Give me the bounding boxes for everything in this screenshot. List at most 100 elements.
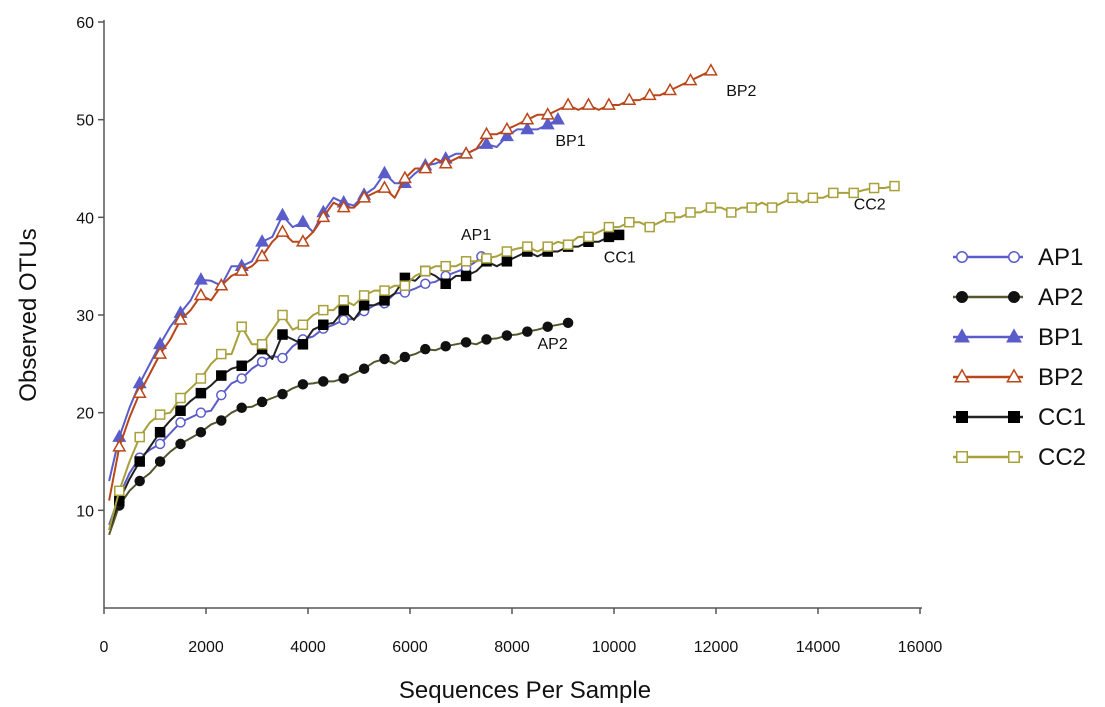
legend-item-ap1: AP1 xyxy=(953,244,1083,271)
data-point xyxy=(195,407,207,418)
data-point xyxy=(193,287,208,301)
annotations-layer: BP2 BP1 CC2 AP1 CC1 AP2 xyxy=(461,83,886,353)
data-point xyxy=(338,314,349,326)
data-point xyxy=(255,234,270,247)
data-point xyxy=(583,231,594,243)
data-point xyxy=(520,112,535,125)
data-point xyxy=(195,387,207,399)
data-point xyxy=(440,260,451,272)
data-point xyxy=(644,221,655,233)
y-tick-label: 20 xyxy=(76,406,94,423)
legend-marker xyxy=(1008,251,1020,263)
data-point xyxy=(889,180,900,192)
data-point xyxy=(848,187,859,199)
data-point xyxy=(542,241,553,252)
data-point xyxy=(134,456,145,467)
data-point xyxy=(256,339,268,350)
legend-label: BP2 xyxy=(1038,364,1083,391)
curves-layer xyxy=(108,63,900,536)
x-tick-label: 6000 xyxy=(392,639,428,656)
data-point xyxy=(460,256,472,267)
legend-label: AP2 xyxy=(1038,284,1083,311)
data-point xyxy=(377,165,392,179)
legend-item-bp2: BP2 xyxy=(953,364,1083,391)
data-point xyxy=(338,295,349,306)
data-point xyxy=(379,295,390,306)
data-point xyxy=(520,121,535,135)
data-point xyxy=(460,270,472,282)
data-point xyxy=(624,216,635,228)
x-tick-label: 2000 xyxy=(188,639,224,656)
data-point xyxy=(807,192,819,204)
data-point xyxy=(379,353,390,365)
data-point xyxy=(420,278,431,289)
data-point xyxy=(440,278,451,289)
series-line-ap2 xyxy=(108,321,569,536)
data-point xyxy=(766,202,778,213)
x-tick-label: 0 xyxy=(100,639,109,656)
data-point xyxy=(683,72,698,86)
data-point xyxy=(297,319,309,331)
curve-label-bp1: BP1 xyxy=(555,133,585,150)
data-point xyxy=(214,278,229,291)
data-point xyxy=(297,379,309,390)
ticks-layer: 0 2000 4000 6000 8000 10000 12000 14000 16000 10 2… xyxy=(76,15,942,656)
series-ap1 xyxy=(108,251,487,526)
data-point xyxy=(236,321,247,332)
data-point xyxy=(216,415,227,426)
data-point xyxy=(622,92,637,105)
data-point xyxy=(501,246,513,257)
legend-marker xyxy=(954,368,970,383)
x-tick-label: 8000 xyxy=(494,639,530,656)
legend-label: AP1 xyxy=(1038,244,1083,271)
data-point xyxy=(236,373,247,384)
data-point xyxy=(581,97,596,110)
data-point xyxy=(787,192,798,204)
data-point xyxy=(603,231,615,243)
data-point xyxy=(481,334,492,345)
data-point xyxy=(175,417,186,428)
data-point xyxy=(685,207,696,218)
data-point xyxy=(479,136,494,149)
legend-label: CC1 xyxy=(1038,404,1086,431)
data-point xyxy=(438,155,453,169)
data-point xyxy=(256,356,268,368)
data-point xyxy=(154,438,166,450)
legend-marker xyxy=(956,411,968,423)
data-point xyxy=(664,212,676,223)
data-point xyxy=(642,87,657,101)
data-point xyxy=(663,82,678,96)
data-point xyxy=(114,495,125,506)
data-point xyxy=(277,329,288,340)
axes-layer xyxy=(103,20,922,609)
data-point xyxy=(499,128,514,142)
data-point xyxy=(358,299,370,311)
x-tick-label: 14000 xyxy=(796,639,841,656)
data-point xyxy=(358,363,370,374)
legend-label: BP1 xyxy=(1038,324,1083,351)
legend-marker xyxy=(1008,451,1020,463)
data-point xyxy=(540,116,555,130)
curve-label-ap2: AP2 xyxy=(538,336,568,353)
data-point xyxy=(499,121,514,135)
curve-label-ap1: AP1 xyxy=(461,227,491,244)
data-point xyxy=(153,346,168,359)
data-point xyxy=(295,234,310,247)
x-tick-label: 16000 xyxy=(898,639,943,656)
y-tick-label: 10 xyxy=(76,503,94,520)
data-point xyxy=(440,341,451,352)
legend-marker xyxy=(1008,291,1020,303)
data-point xyxy=(358,290,370,301)
series-line-ap1 xyxy=(108,255,483,526)
data-point xyxy=(275,207,290,221)
y-tick-label: 30 xyxy=(76,308,94,325)
data-point xyxy=(154,409,166,420)
data-point xyxy=(726,207,737,218)
data-point xyxy=(868,182,880,194)
legend-item-bp1: BP1 xyxy=(953,324,1083,351)
data-point xyxy=(336,199,351,213)
data-point xyxy=(746,202,757,213)
data-point xyxy=(377,180,392,193)
legend-item-ap2: AP2 xyxy=(953,284,1083,311)
